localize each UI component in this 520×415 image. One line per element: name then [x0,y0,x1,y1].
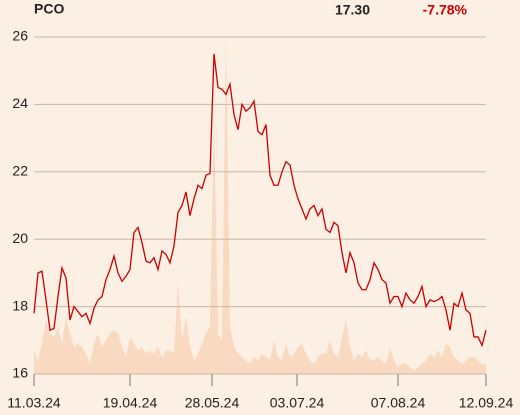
volume-area [34,37,486,374]
x-tick-label: 19.04.24 [103,395,158,411]
x-tick-label: 07.08.24 [371,395,426,411]
price: 17.30 [335,2,370,18]
x-tick-label: 03.07.24 [270,395,325,411]
price-line [33,53,487,348]
symbol: PCO [34,1,64,17]
x-tick-label: 12.09.24 [459,395,514,411]
y-tick-label: 20 [12,230,28,246]
y-tick-label: 22 [12,163,28,179]
y-tick-label: 26 [12,28,28,44]
x-tick-label: 28.05.24 [185,395,240,411]
y-tick-label: 18 [12,297,28,313]
y-tick-label: 16 [12,365,28,381]
y-tick-label: 24 [12,95,28,111]
change: -7.78% [423,2,468,18]
x-tick-label: 11.03.24 [7,395,61,411]
